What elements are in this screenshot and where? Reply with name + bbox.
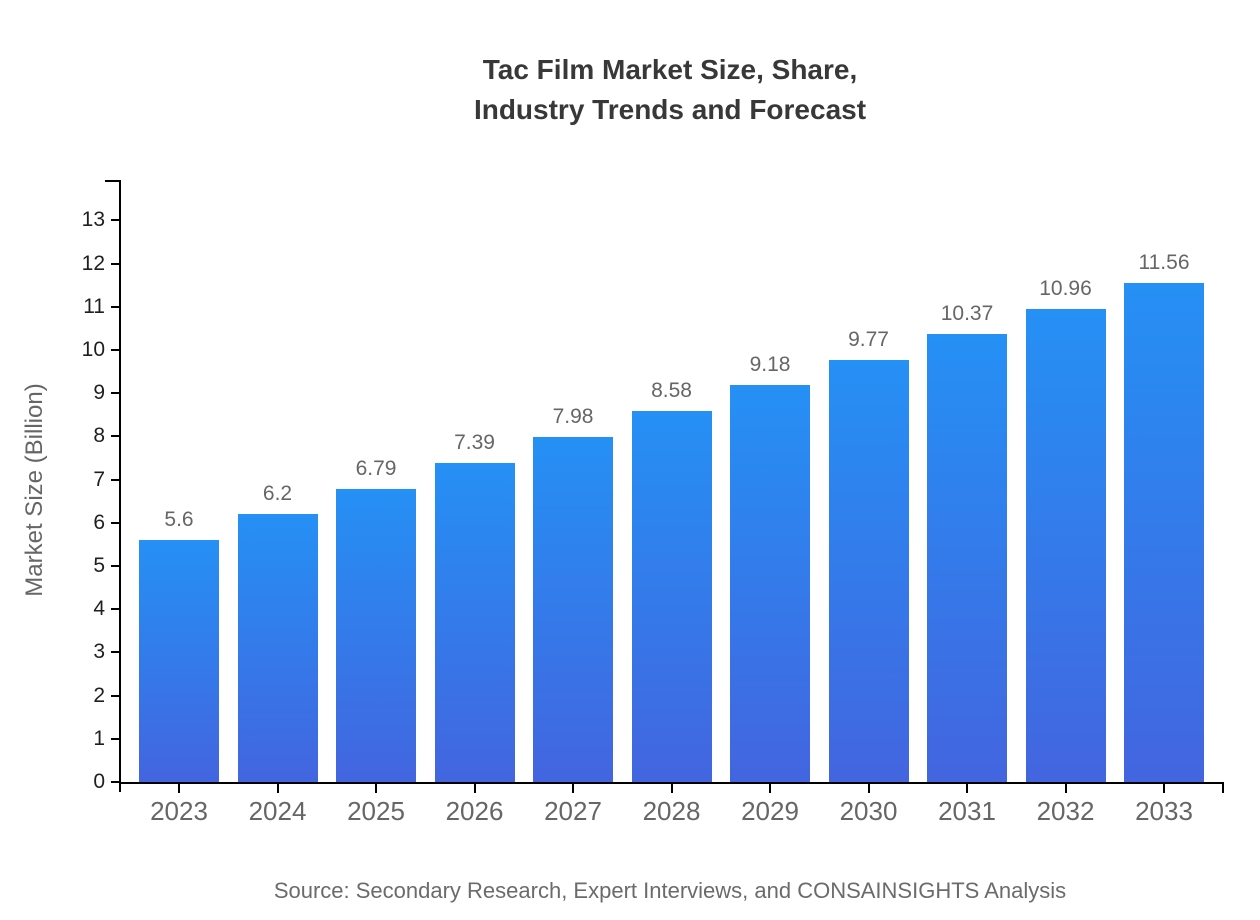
y-tick-mark (111, 694, 119, 697)
x-tick-mark (572, 784, 574, 793)
y-tick-label: 12 (81, 251, 105, 275)
x-tick-label: 2027 (544, 796, 602, 826)
bar-value-label: 9.77 (848, 327, 889, 351)
bar-value-label: 7.39 (454, 430, 495, 454)
x-tick-mark (867, 784, 870, 793)
y-tick-label: 4 (93, 597, 105, 621)
bar (730, 385, 810, 782)
y-tick-mark (111, 565, 119, 567)
bar-value-label: 10.37 (940, 302, 994, 326)
y-tick-mark (111, 435, 119, 438)
x-tick-mark (375, 784, 377, 793)
x-tick-mark (1064, 784, 1067, 793)
y-tick-mark (111, 608, 119, 611)
x-axis-end-cap (1222, 782, 1224, 793)
bar (237, 514, 318, 782)
bar-value-label: 9.18 (749, 353, 791, 377)
bar-value-label: 10.96 (1039, 276, 1092, 300)
y-tick-label: 13 (81, 208, 105, 232)
x-tick-label: 2030 (839, 796, 898, 826)
x-tick-label: 2026 (445, 796, 504, 826)
bar (631, 411, 712, 782)
x-tick-label: 2025 (347, 796, 405, 826)
y-tick-label: 2 (93, 683, 105, 707)
x-tick-mark (276, 784, 279, 793)
y-tick-mark (111, 737, 119, 740)
y-tick-mark (111, 781, 119, 783)
bar (533, 437, 613, 782)
y-tick-mark (111, 392, 119, 395)
y-tick-label: 5 (93, 554, 105, 577)
source-caption: Source: Secondary Research, Expert Inter… (273, 878, 1067, 903)
y-tick-label: 9 (93, 381, 105, 405)
chart-title-line1: Tac Film Market Size, Share, (482, 54, 858, 85)
x-tick-mark (178, 784, 180, 793)
bar-value-label: 5.6 (164, 508, 194, 532)
y-axis-end-cap (105, 180, 119, 182)
y-tick-label: 1 (93, 726, 105, 750)
bar-value-label: 6.2 (262, 482, 293, 506)
bar-value-label: 6.79 (355, 456, 397, 480)
y-tick-mark (111, 305, 119, 308)
x-tick-mark (473, 784, 476, 793)
y-tick-mark (111, 349, 119, 351)
plot-area: 0 1 2 3 4 5 6 7 8 9 10 11 12 13 5.6 6.2 6.79 7.39 7.98 8.5… (82, 180, 1224, 825)
bar-value-label: 7.98 (552, 405, 594, 429)
x-tick-label: 2032 (1036, 796, 1095, 826)
bar (139, 540, 219, 782)
bar (1124, 282, 1204, 782)
y-tick-label: 7 (93, 467, 105, 491)
x-tick-label: 2031 (938, 796, 996, 826)
bar (336, 488, 416, 782)
x-tick-mark (966, 784, 968, 793)
y-tick-label: 8 (93, 424, 105, 448)
x-tick-mark (769, 784, 771, 793)
y-tick-mark (111, 478, 119, 481)
y-tick-label: 6 (93, 510, 105, 534)
bar (1025, 308, 1106, 782)
x-tick-label: 2024 (248, 796, 307, 826)
x-tick-label: 2033 (1135, 796, 1193, 826)
bar (828, 359, 909, 782)
x-tick-label: 2028 (642, 796, 701, 826)
x-tick-mark (670, 784, 673, 793)
y-tick-mark (111, 651, 119, 654)
y-tick-label: 11 (83, 294, 105, 318)
y-axis-line (119, 180, 121, 792)
bar-value-label: 11.56 (1138, 250, 1190, 274)
x-tick-mark (1163, 784, 1165, 793)
x-tick-label: 2023 (150, 796, 208, 826)
bar (434, 462, 515, 782)
y-tick-mark (111, 262, 119, 265)
y-tick-mark (111, 219, 119, 222)
x-tick-label: 2029 (741, 796, 799, 826)
y-tick-label: 3 (93, 640, 105, 664)
chart-title-line2: Industry Trends and Forecast (473, 94, 867, 125)
chart-title: Tac Film Market Size, Share, Industry Tr… (170, 50, 1170, 130)
bar-value-label: 8.58 (651, 379, 692, 403)
y-tick-mark (111, 521, 119, 524)
bar (927, 334, 1007, 782)
y-tick-label: 0 (93, 770, 105, 793)
y-tick-label: 10 (81, 338, 105, 361)
y-axis-title: Market Size (Billion) (21, 383, 48, 597)
x-axis-line (119, 782, 1224, 784)
